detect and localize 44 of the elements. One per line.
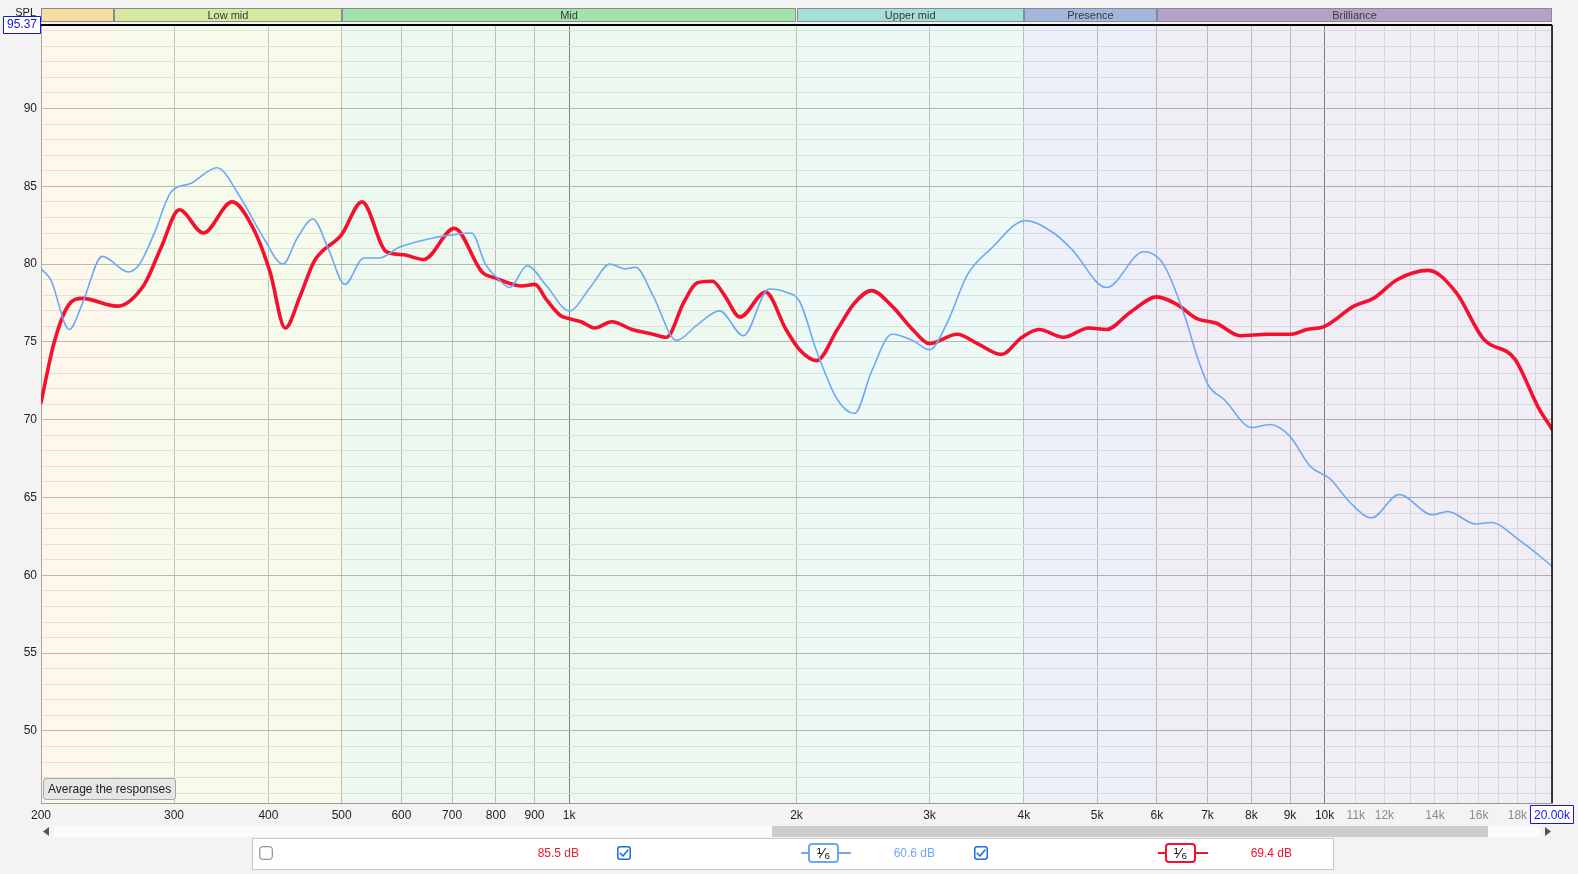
- y-tick-label: 65: [23, 489, 38, 504]
- x-tick-label: 18k: [1507, 807, 1529, 822]
- x-tick-label: 900: [524, 807, 545, 822]
- x-tick-label: 9k: [1283, 807, 1298, 822]
- x-tick-label: 11k: [1346, 807, 1367, 822]
- push-button: Average the responses: [43, 778, 177, 800]
- text: 60.6 dB: [893, 846, 935, 860]
- y-tick-label: 55: [23, 645, 38, 660]
- x-tick-label: 1k: [562, 807, 577, 822]
- y-axis-title: SPL: [15, 6, 36, 18]
- x-tick-label: 8k: [1245, 807, 1259, 822]
- y-tick-label: 75: [23, 334, 38, 349]
- label-tab: Mid: [341, 8, 797, 22]
- x-tick-label: 14k: [1425, 807, 1446, 822]
- y-tick-label: 90: [23, 100, 38, 115]
- x-tick-label: 3k: [923, 807, 937, 822]
- x-tick-label: 10k: [1314, 807, 1336, 822]
- x-tick-label: 7k: [1201, 807, 1215, 822]
- x-tick-label: 400: [258, 807, 279, 822]
- x-tick-label: 200: [30, 807, 52, 822]
- y-tick-label: 85: [23, 178, 38, 193]
- x-tick-label: 2k: [790, 807, 804, 822]
- label-tab: Brilliance: [1156, 8, 1552, 22]
- x-tick-label: 16k: [1469, 807, 1490, 822]
- text: 85.5 dB: [537, 846, 579, 860]
- label-tab: Presence: [1023, 8, 1157, 22]
- x-tick-label: 5k: [1090, 807, 1105, 822]
- label-tab: Low mid: [114, 8, 342, 22]
- label-tab: Upper mid: [796, 8, 1024, 22]
- y-tick-label: 60: [23, 567, 38, 582]
- x-tick-label: 500: [331, 807, 352, 822]
- y-tick-label: 80: [23, 256, 38, 271]
- y-tick-label: 50: [23, 723, 38, 738]
- text: 69.4 dB: [1250, 846, 1292, 860]
- y-tick-label: 70: [23, 412, 38, 427]
- x-tick-label: 600: [391, 807, 412, 822]
- x-tick-label: 700: [442, 807, 463, 822]
- x-tick-label: 4k: [1017, 807, 1032, 822]
- x-tick-label: 12k: [1374, 807, 1396, 822]
- x-tick-label: 6k: [1150, 807, 1165, 822]
- x-tick-label: 20.00k: [1533, 807, 1572, 822]
- x-tick-label: 300: [164, 807, 185, 822]
- y-tick-label: 95.37: [6, 17, 38, 32]
- x-tick-label: 800: [485, 807, 507, 822]
